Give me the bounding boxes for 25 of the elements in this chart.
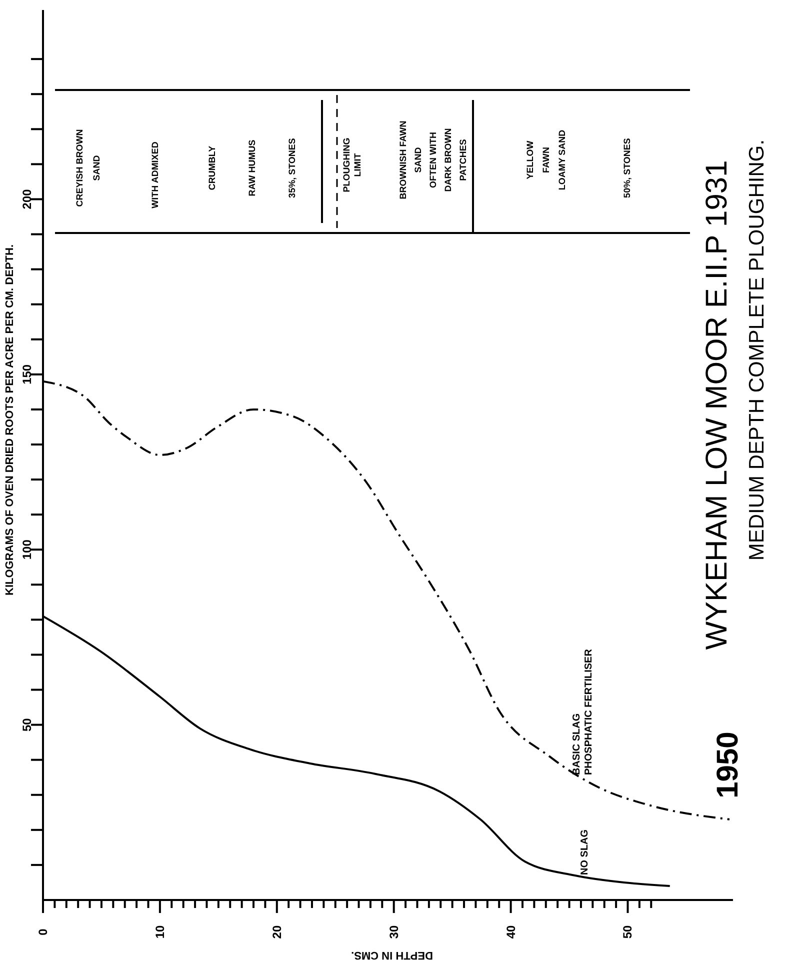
annotation: WITH ADMIXED <box>150 141 160 208</box>
x-tick-label: 50 <box>620 925 635 939</box>
y-tick-label: 200 <box>20 188 34 210</box>
annotation: 50%, STONES <box>622 138 632 198</box>
x-tick-label: 40 <box>504 925 518 939</box>
annotation: CRUMBLY <box>207 146 217 190</box>
y-axis-title: KILOGRAMS OF OVEN DRIED ROOTS PER ACRE PER CM. DEPTH. <box>4 244 16 596</box>
annotation: YELLOW FAWN LOAMY SAND <box>525 129 567 190</box>
y-tick-label: 150 <box>20 364 34 384</box>
x-tick-label: 0 <box>36 928 50 936</box>
text: MEDIUM DEPTH COMPLETE PLOUGHING. <box>746 139 768 561</box>
annotation: RAW HUMUS <box>247 140 257 196</box>
annotation: 35%, STONES <box>287 138 297 198</box>
annotation: BROWNISH FAWN SAND OFTEN WITH DARK BROWN PATCHES <box>398 120 468 200</box>
y-tick-label: 50 <box>20 718 34 732</box>
x-tick-label: 30 <box>386 925 401 939</box>
x-axis-title: DEPTH IN CMS. <box>351 949 433 961</box>
y-tick-label: 100 <box>20 539 34 560</box>
x-tick-label: 20 <box>270 925 284 939</box>
annotation: 1950 <box>712 732 744 798</box>
text: NO SLAG <box>580 829 590 875</box>
text: WYKEHAM LOW MOOR E.II.P 1931 <box>700 160 734 650</box>
annotation: PLOUGHING LIMIT <box>342 138 362 192</box>
x-tick-label: 10 <box>152 925 167 939</box>
annotation: CREYISH BROWN SAND <box>74 129 102 207</box>
